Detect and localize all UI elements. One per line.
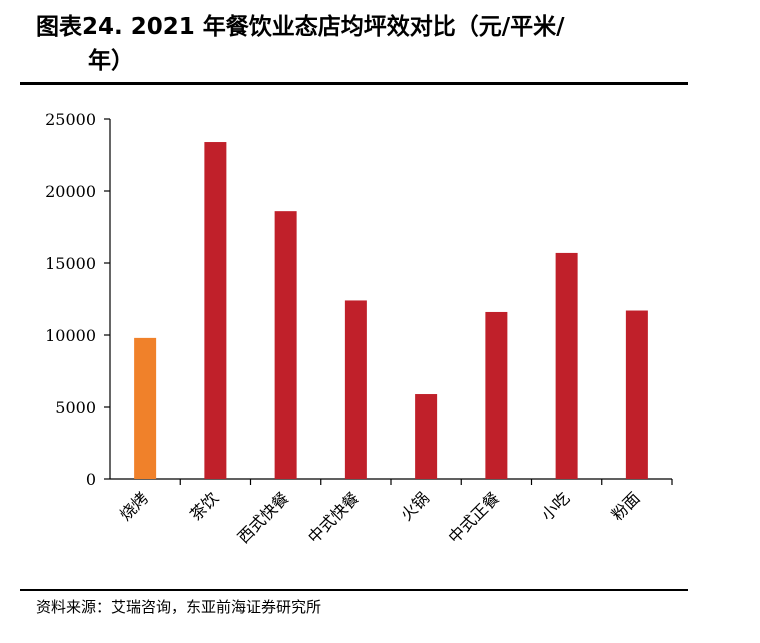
chart-bars <box>134 142 648 479</box>
x-tick-label: 烧烤 <box>116 488 152 524</box>
source-note: 资料来源：艾瑞咨询，东亚前海证券研究所 <box>36 598 322 616</box>
chart-title-line2: 年） <box>88 48 134 74</box>
bar-茶饮 <box>204 142 227 479</box>
y-tick-label: 10000 <box>45 326 96 345</box>
bar-chart: 0 5000 10000 15000 20000 25000 烧烤 茶饮 西式快餐 中式快餐 火锅中… <box>45 110 673 547</box>
y-tick-label: 20000 <box>45 182 96 201</box>
bar-烧烤 <box>134 337 157 479</box>
chart-labels: 0 5000 10000 15000 20000 25000 烧烤 茶饮 西式快餐 中式快餐 火锅中… <box>45 110 644 547</box>
y-tick-label: 15000 <box>45 254 96 273</box>
source-divider <box>20 589 688 591</box>
y-tick-label: 5000 <box>55 398 96 417</box>
bar-西式快餐 <box>274 211 297 479</box>
bar-粉面 <box>625 310 648 479</box>
bar-中式正餐 <box>485 311 508 479</box>
x-tick-label: 火锅 <box>397 488 433 524</box>
bar-火锅 <box>415 394 438 479</box>
x-tick-label: 西式快餐 <box>234 488 293 547</box>
chart-title: 图表24. 2021 年餐饮业态店均坪效对比（元/平米/ 年） <box>36 10 726 78</box>
chart-axes <box>104 118 673 485</box>
x-tick-label: 中式正餐 <box>445 488 504 547</box>
x-tick-label: 茶饮 <box>186 488 222 524</box>
y-tick-label: 25000 <box>45 110 96 129</box>
x-tick-label: 小吃 <box>537 488 573 524</box>
title-divider <box>20 82 688 85</box>
y-tick-label: 0 <box>86 470 96 489</box>
x-tick-label: 中式快餐 <box>304 488 363 547</box>
bar-小吃 <box>555 252 578 479</box>
chart-title-line1: 图表24. 2021 年餐饮业态店均坪效对比（元/平米/ <box>36 14 565 40</box>
x-tick-label: 粉面 <box>608 488 644 524</box>
bar-中式快餐 <box>344 300 367 479</box>
